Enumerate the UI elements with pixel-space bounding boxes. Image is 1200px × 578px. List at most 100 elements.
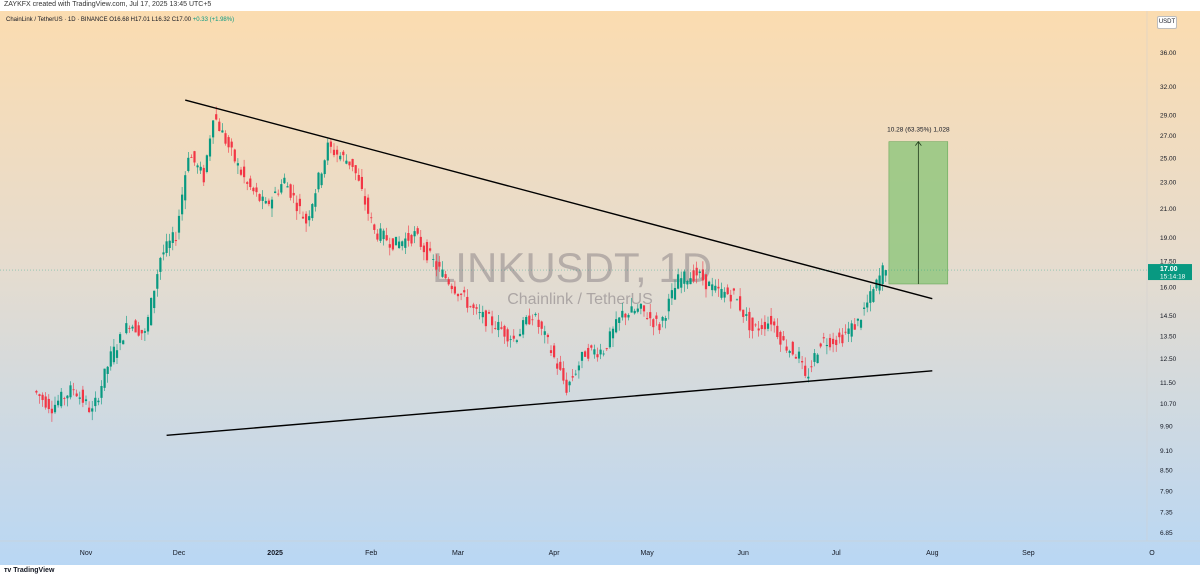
candle-body xyxy=(534,313,537,316)
candle-body xyxy=(391,238,394,250)
candle-body xyxy=(602,353,605,355)
y-tick-label: 36.00 xyxy=(1160,50,1177,57)
candle-body xyxy=(106,366,109,374)
y-tick-label: 12.50 xyxy=(1160,356,1177,363)
candle-body xyxy=(683,271,686,284)
candle-body xyxy=(531,319,534,321)
candle-body xyxy=(196,165,199,168)
candle-body xyxy=(69,385,72,398)
candle-body xyxy=(729,294,732,302)
price-axis[interactable]: 36.00 32.00 29.00 27.00 25.00 23.00 21.00 19.00… xyxy=(1160,50,1177,537)
candle-body xyxy=(832,338,835,345)
candle-body xyxy=(274,191,277,193)
footer: ᴛᴠ TradingView xyxy=(0,565,1200,578)
candle-body xyxy=(686,281,689,285)
candle-body xyxy=(292,192,295,196)
candle-body xyxy=(351,158,354,167)
candle-body xyxy=(788,350,791,353)
candle-body xyxy=(751,317,754,331)
candle-body xyxy=(453,286,456,294)
candle-body xyxy=(162,252,165,255)
candle-body xyxy=(115,350,119,358)
candle-body xyxy=(739,296,742,311)
x-tick-label: Mar xyxy=(452,550,465,557)
candle-body xyxy=(776,325,779,338)
candle-body xyxy=(695,267,698,276)
candle-body xyxy=(311,204,314,219)
price-chart[interactable]: LINKUSDT, 1D Chainlink / TetherUS 10.28 … xyxy=(0,11,1200,565)
candle-body xyxy=(258,194,261,201)
candle-body xyxy=(841,334,844,344)
attribution-text: ZAYKFX created with TradingView.com, Jul… xyxy=(4,1,212,8)
candle-body xyxy=(804,365,807,376)
candle-body xyxy=(227,137,230,148)
candle-body xyxy=(165,241,168,253)
candle-body xyxy=(78,397,81,399)
candle-body xyxy=(168,240,171,249)
candle-body xyxy=(593,349,596,355)
candle-body xyxy=(618,317,621,323)
candle-body xyxy=(574,373,577,375)
candle-body xyxy=(264,200,267,204)
candle-body xyxy=(301,216,305,219)
candle-body xyxy=(314,193,317,207)
candle-body xyxy=(432,259,435,260)
candle-body xyxy=(199,166,202,171)
y-tick-label: 10.70 xyxy=(1160,401,1177,408)
candle-body xyxy=(401,241,404,247)
candle-body xyxy=(215,114,218,120)
candle-body xyxy=(540,321,543,329)
candle-body xyxy=(190,157,193,158)
candle-body xyxy=(295,202,298,212)
candle-body xyxy=(177,215,181,233)
candle-body xyxy=(233,149,236,162)
candle-body xyxy=(382,230,385,240)
candle-body xyxy=(444,274,447,279)
candle-body xyxy=(813,353,816,362)
time-axis[interactable]: Nov Dec 2025 Feb Mar Apr May Jun Jul Aug Sep O xyxy=(80,550,1156,557)
candle-body xyxy=(627,314,630,318)
candle-body xyxy=(735,299,739,301)
currency-selector[interactable]: USDT xyxy=(1157,16,1177,29)
candle-body xyxy=(317,172,320,190)
candle-body xyxy=(599,349,602,355)
chart-area[interactable]: LINKUSDT, 1D Chainlink / TetherUS 10.28 … xyxy=(0,11,1200,565)
candle-body xyxy=(611,328,615,339)
candle-body xyxy=(856,318,859,321)
candle-body xyxy=(81,389,84,403)
legend-high: H17.01 xyxy=(130,17,150,23)
candle-body xyxy=(791,341,794,355)
tradingview-logo-icon: ᴛᴠ xyxy=(4,567,12,574)
candle-body xyxy=(562,368,565,381)
candle-body xyxy=(630,306,633,313)
candle-body xyxy=(757,328,760,331)
target-measure: 10.28 (63.35%) 1,028 xyxy=(887,127,950,285)
candle-body xyxy=(698,271,701,273)
candle-body xyxy=(714,285,717,291)
candle-body xyxy=(336,149,339,155)
x-tick-label: May xyxy=(640,550,654,557)
candle-body xyxy=(376,233,379,240)
candle-body xyxy=(704,274,708,290)
candle-body xyxy=(525,316,528,325)
last-price-box xyxy=(1148,264,1192,281)
candle-body xyxy=(187,157,190,171)
candle-body xyxy=(797,351,801,359)
candle-body xyxy=(853,324,856,330)
candle-body xyxy=(584,351,587,357)
candle-body xyxy=(615,319,618,333)
symbol-legend[interactable]: ChainLink / TetherUS · 1D · BINANCE O16.… xyxy=(6,17,234,23)
y-tick-label: 21.00 xyxy=(1160,206,1177,213)
candle-body xyxy=(763,321,766,330)
candle-body xyxy=(224,133,227,144)
candle-body xyxy=(878,275,881,291)
candle-body xyxy=(373,224,376,230)
watermark-ticker: LINKUSDT, 1D xyxy=(432,244,712,291)
candle-body xyxy=(680,278,683,288)
candle-body xyxy=(481,311,484,318)
candle-body xyxy=(838,332,841,338)
candle-body xyxy=(435,261,438,270)
candle-body xyxy=(726,287,729,295)
trendlines[interactable] xyxy=(166,99,933,437)
candle-body xyxy=(379,228,382,241)
